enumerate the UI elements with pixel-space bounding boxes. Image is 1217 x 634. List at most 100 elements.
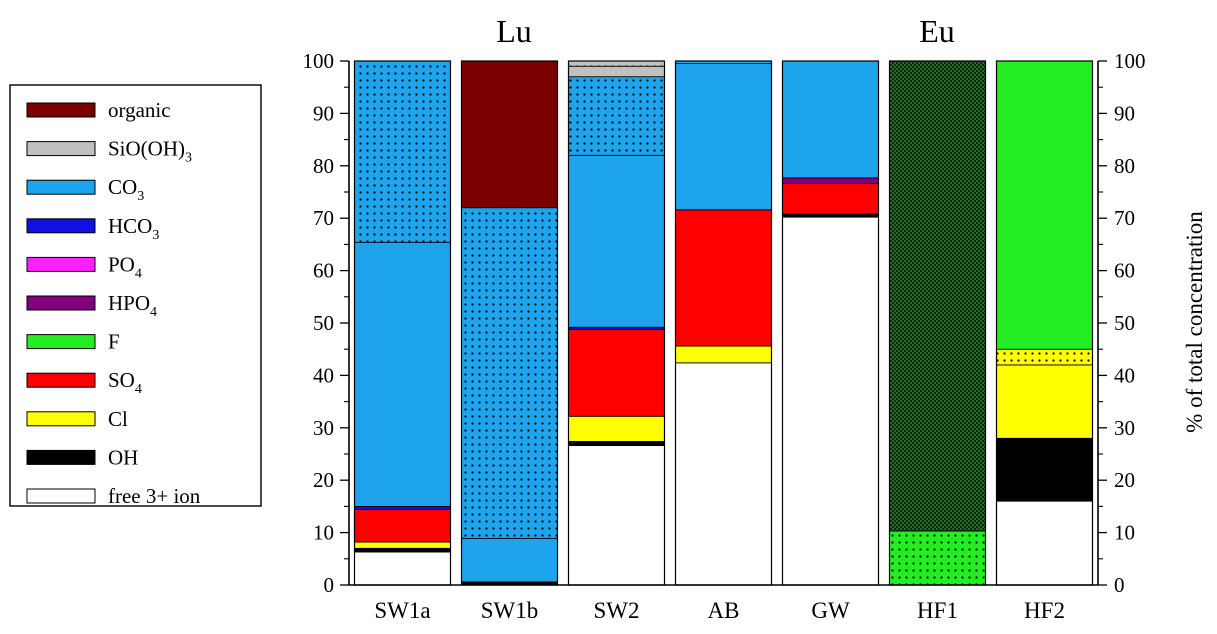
bar-segment-hf2-free-3-ion [996,500,1093,586]
y-right-tick-label: 0 [1114,573,1125,597]
bar-segment-ab-co3 [675,63,772,211]
legend-swatch-sio-oh-3 [26,141,96,157]
legend-label-text: organic [108,98,171,122]
legend-swatch-hpo4 [26,295,96,311]
legend-label-text: Cl [108,407,128,431]
x-tick-label-gw: GW [811,598,850,623]
legend-label-text: HCO [108,214,152,238]
legend-swatch-po4 [26,256,96,272]
legend-label-text: OH [108,445,138,469]
y-right-tick-label: 90 [1114,101,1135,125]
bar-segment-sw1a-cl [354,541,451,549]
legend-swatch-f [26,334,96,350]
bar-segment-hf2-oh [996,437,1093,502]
legend-label-po4: PO4 [108,252,142,281]
legend-label-oh: OH [108,445,138,469]
legend-swatch-organic [26,102,96,118]
legend-label-free-3-ion: free 3+ ion [108,484,201,508]
legend-label-subscript: 3 [185,151,192,166]
y-right-tick-label: 70 [1114,206,1135,230]
bar-segment-hf1-f-crosshatch [889,60,986,532]
x-axis: SW1a SW1b SW2 AB GW HF1 HF2 [349,584,1098,623]
bar-segment-hf1-f-dots-pattern [889,531,986,585]
y-left-tick-label: 40 [313,363,334,387]
x-tick-label-sw2: SW2 [594,598,640,623]
y-right-tick-label: 100 [1114,49,1146,73]
bar-segment-sw1a-co3 [354,241,451,507]
y-left-tick-label: 100 [303,49,335,73]
bar-segment-sw1a-oh [354,547,451,553]
x-tick-label-sw1a: SW1a [374,598,430,623]
x-tick-label-sw1b: SW1b [481,598,539,623]
legend-label-cl: Cl [108,407,128,431]
legend-label-text: PO [108,252,135,276]
legend-label-subscript: 3 [137,189,144,204]
legend-label-organic: organic [108,98,171,122]
y-right-tick-label: 60 [1114,259,1135,283]
y-right-tick-label: 80 [1114,154,1135,178]
group-title-eu: Eu [919,13,955,49]
bar-segment-sw1a-so4 [354,509,451,543]
legend-label-text: SiO(OH) [108,137,185,161]
y-left-tick-label: 0 [324,573,335,597]
x-tick-label-hf1: HF1 [917,598,958,623]
y-left-tick-label: 50 [313,311,334,335]
plot-bars [353,60,1094,586]
legend-label-f: F [108,330,120,354]
legend-swatch-cl [26,411,96,427]
bar-segment-ab-co3-dots-pattern [675,61,772,64]
legend-label-so4: SO4 [108,368,142,397]
bar-segment-sw1a-hco3 [354,505,451,510]
bar-segment-sw2-so4 [568,328,665,417]
bar-segment-ab-free-3-ion [675,362,772,586]
bar-segment-gw-oh [782,213,879,218]
legend-label-subscript: 4 [150,305,157,320]
y-axis-right: 0 10 20 30 40 50 60 70 80 90 100 [1097,49,1146,597]
legend-swatch-oh [26,449,96,465]
y-axis-left: 0 10 20 30 40 50 60 70 80 90 100 [303,49,350,597]
bar-segment-hf2-f [996,60,1093,350]
legend-label-hco3: HCO3 [108,214,159,243]
legend-swatch-hco3 [26,218,96,234]
bar-segment-sw1b-co3-dots-pattern [461,207,558,539]
bar-segment-sw2-co3 [568,154,665,328]
bar-segment-sw2-co3-dots-pattern [568,76,665,156]
x-tick-label-hf2: HF2 [1024,598,1065,623]
y-right-tick-label: 50 [1114,311,1135,335]
y-axis-title: % of total concentration [1182,211,1207,433]
bar-segment-sw2-cl [568,415,665,442]
bar-segment-hf2-cl-dots-pattern [996,349,1093,365]
y-right-tick-label: 20 [1114,468,1135,492]
y-left-tick-label: 30 [313,416,334,440]
legend-label-text: CO [108,175,137,199]
legend-swatch-so4 [26,372,96,388]
y-left-tick-label: 70 [313,206,334,230]
legend-swatch-co3 [26,179,96,195]
bar-segment-sw2-sio-oh-3-dots-pattern [568,61,665,67]
y-left-tick-label: 60 [313,259,334,283]
y-left-tick-label: 20 [313,468,334,492]
legend-label-text: HPO [108,291,150,315]
bar-segment-hf2-cl [996,364,1093,439]
y-left-tick-label: 80 [313,154,334,178]
x-tick-label-ab: AB [708,598,740,623]
legend-label-co3: CO3 [108,175,144,204]
bar-segment-gw-hpo4 [782,177,879,185]
legend-label-hpo4: HPO4 [108,291,157,320]
bar-segment-sw1b-organic [461,60,558,209]
legend: organicSiO(OH)3CO3HCO3PO4HPO4FSO4ClOHfre… [9,84,262,508]
bar-segment-sw2-free-3-ion [568,445,665,586]
bar-segment-ab-so4 [675,209,772,347]
y-right-tick-label: 40 [1114,363,1135,387]
bar-segment-sw1a-co3-dots-pattern [354,61,451,243]
legend-label-subscript: 4 [135,382,142,397]
legend-label-subscript: 3 [152,228,159,243]
group-title-lu: Lu [496,13,532,49]
bar-segment-sw2-oh [568,441,665,447]
y-right-tick-label: 10 [1114,521,1135,545]
bar-segment-ab-cl [675,345,772,364]
bar-segment-gw-co3 [782,60,879,179]
legend-label-text: free 3+ ion [108,484,201,508]
legend-swatch-free-3-ion [26,488,96,504]
legend-label-subscript: 4 [135,266,142,281]
